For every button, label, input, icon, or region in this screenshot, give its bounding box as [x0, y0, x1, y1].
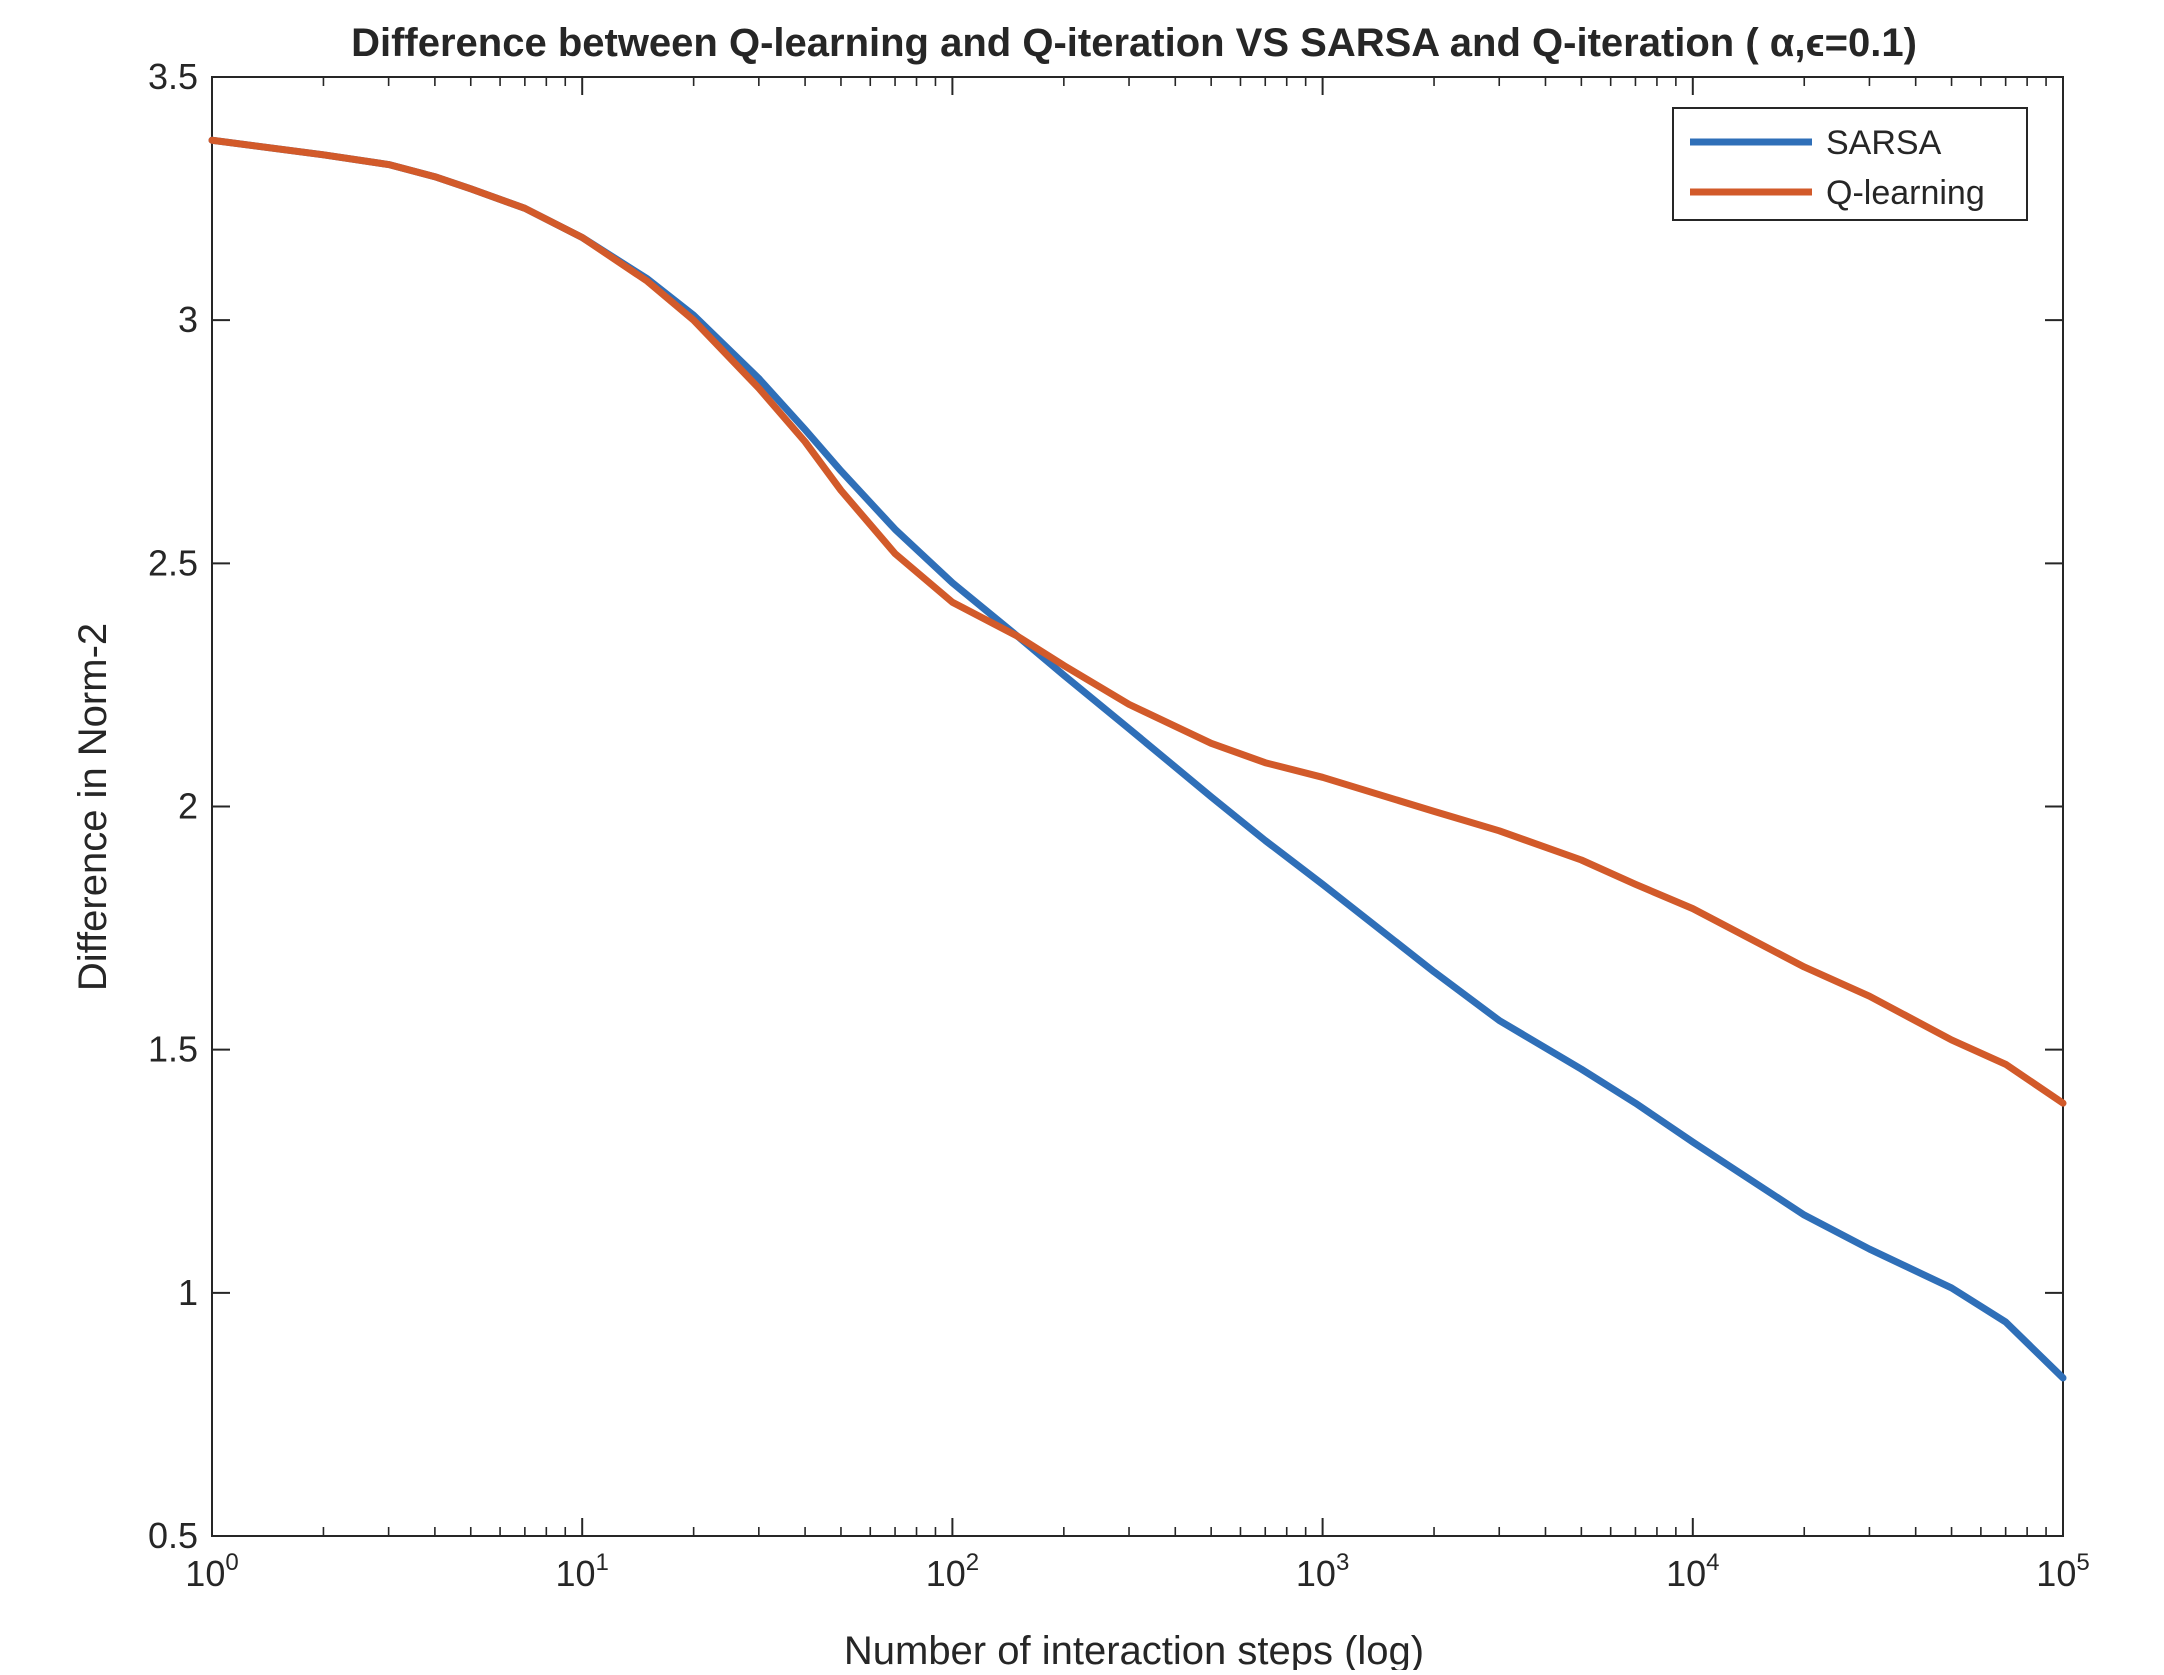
chart-title: Difference between Q-learning and Q-iter… — [351, 21, 1917, 65]
x-tick-label: 104 — [1666, 1549, 1719, 1594]
y-tick-label: 1 — [178, 1272, 198, 1313]
x-tick-base: 10 — [2036, 1553, 2076, 1594]
x-tick-base: 10 — [926, 1553, 966, 1594]
x-tick-exponent: 0 — [225, 1549, 238, 1576]
x-tick-base: 10 — [555, 1553, 595, 1594]
x-tick-exponent: 1 — [596, 1549, 609, 1576]
x-tick-exponent: 4 — [1706, 1549, 1719, 1576]
x-tick-label: 102 — [926, 1549, 979, 1594]
y-tick-label: 2.5 — [148, 542, 198, 583]
legend-label: Q-learning — [1826, 174, 1985, 212]
legend-box — [1672, 107, 2028, 221]
x-tick-exponent: 5 — [2076, 1549, 2089, 1576]
x-axis: 100 101 102 103 104 105 — [185, 77, 2090, 1594]
x-tick-label: 105 — [2036, 1549, 2089, 1594]
y-axis-label: Difference in Norm-2 — [71, 623, 115, 991]
series-lines — [208, 136, 2067, 1382]
y-tick-label: 1.5 — [148, 1029, 198, 1070]
y-tick-label: 3.5 — [148, 56, 198, 97]
legend: SARSA Q-learning — [1672, 107, 2028, 221]
x-tick-base: 10 — [1666, 1553, 1706, 1594]
x-tick-label: 100 — [185, 1549, 238, 1594]
y-tick-label: 3 — [178, 299, 198, 340]
plot-area — [211, 76, 2064, 1537]
x-tick-base: 10 — [185, 1553, 225, 1594]
y-tick-label: 0.5 — [148, 1515, 198, 1556]
x-tick-base: 10 — [1296, 1553, 1336, 1594]
x-tick-exponent: 3 — [1336, 1549, 1349, 1576]
x-tick-label: 103 — [1296, 1549, 1349, 1594]
y-tick-label: 2 — [178, 786, 198, 827]
series-line-q-learning — [208, 136, 2067, 1107]
x-axis-label: Number of interaction steps (log) — [844, 1629, 1424, 1670]
x-tick-exponent: 2 — [966, 1549, 979, 1576]
x-tick-label: 101 — [555, 1549, 608, 1594]
x-minor-ticks — [322, 77, 2047, 1536]
legend-label: SARSA — [1826, 124, 1942, 162]
y-axis: 0.5 1 1.5 2 2.5 3 3.5 — [148, 56, 2063, 1556]
